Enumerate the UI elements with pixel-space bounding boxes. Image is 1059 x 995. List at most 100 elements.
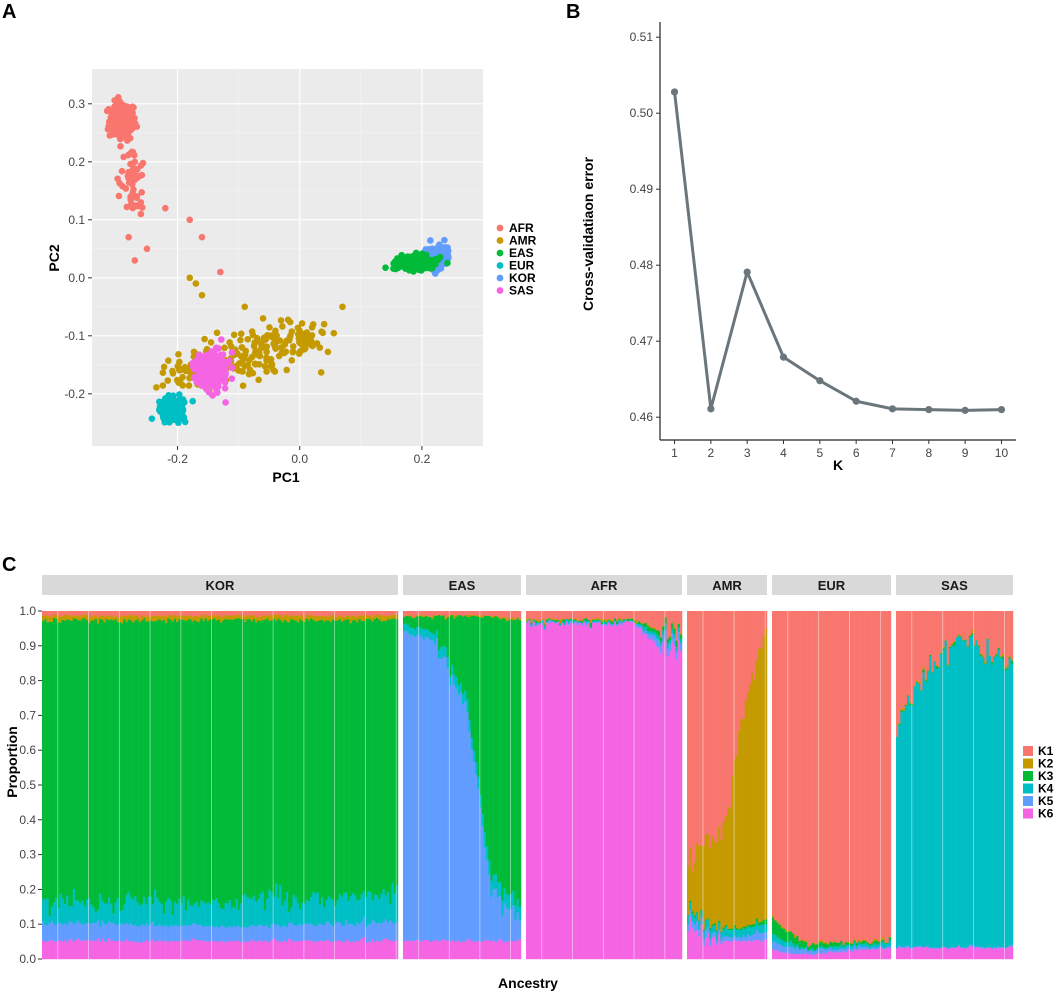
admixture-segment-k1: [787, 611, 790, 931]
pca-point-eur: [175, 391, 183, 398]
admixture-column-gap: [149, 611, 151, 959]
admixture-segment-k5: [171, 925, 175, 941]
admixture-segment-k6: [709, 945, 712, 960]
admixture-segment-k5: [774, 941, 777, 951]
admixture-segment-k5: [103, 923, 106, 942]
admixture-segment-k6: [829, 951, 832, 960]
admixture-segment-k3: [640, 623, 643, 625]
admixture-segment-k3: [787, 931, 790, 943]
admixture-segment-k6: [1006, 947, 1009, 960]
admixture-segment-k1: [997, 611, 1001, 648]
admixture-segment-k3: [431, 618, 434, 634]
admixture-segment-k5: [707, 927, 710, 933]
admixture-segment-k4: [715, 931, 719, 941]
facet-strip-afr: [525, 575, 683, 595]
pca-point-afr: [139, 159, 147, 167]
admixture-segment-k2: [844, 941, 848, 943]
admixture-segment-k6: [986, 947, 989, 960]
admixture-segment-k5: [461, 704, 465, 942]
admixture-segment-k6: [689, 916, 692, 960]
admixture-segment-k3: [561, 620, 564, 622]
admixture-segment-k1: [968, 611, 972, 635]
admixture-segment-k2: [944, 640, 948, 641]
admixture-segment-k6: [838, 951, 841, 960]
admixture-column-gap: [541, 611, 543, 959]
admixture-segment-k6: [798, 954, 801, 960]
admixture-segment-k4: [662, 630, 665, 636]
admixture-segment-k1: [134, 611, 137, 616]
admixture-segment-k4: [618, 619, 621, 622]
admixture-segment-k4: [244, 893, 247, 927]
admixture-segment-k2: [787, 930, 790, 932]
admixture-segment-k1: [483, 611, 487, 615]
admixture-segment-k6: [753, 939, 757, 960]
admixture-segment-k1: [1004, 611, 1007, 668]
admixture-segment-k3: [446, 617, 450, 658]
admixture-segment-k5: [279, 927, 282, 942]
admixture-segment-k4: [42, 898, 45, 922]
admixture-segment-k5: [334, 922, 337, 942]
admixture-segment-k1: [753, 611, 757, 681]
admixture-segment-k1: [154, 611, 157, 616]
admixture-segment-k5: [492, 888, 496, 941]
admixture-segment-k2: [827, 943, 830, 945]
admixture-segment-k6: [671, 641, 674, 960]
admixture-segment-k5: [780, 945, 784, 953]
admixture-segment-k5: [671, 632, 674, 642]
admixture-segment-k3: [279, 619, 282, 886]
admixture-segment-k5: [169, 925, 172, 941]
admixture-segment-k4: [924, 681, 928, 947]
admixture-segment-k3: [591, 619, 595, 622]
admixture-segment-k6: [722, 940, 726, 960]
admixture-segment-k1: [514, 611, 517, 620]
admixture-segment-k3: [583, 618, 586, 621]
admixture-segment-k4: [922, 672, 925, 948]
admixture-segment-k5: [860, 946, 863, 951]
admixture-column-gap: [510, 611, 511, 959]
admixture-segment-k1: [598, 611, 601, 619]
admixture-segment-k5: [145, 923, 148, 940]
admixture-segment-k5: [909, 947, 912, 949]
admixture-segment-k5: [77, 920, 80, 939]
admixture-segment-k2: [479, 615, 482, 618]
admixture-segment-k5: [727, 936, 730, 941]
admixture-segment-k5: [208, 926, 212, 942]
admixture-segment-k4: [594, 620, 597, 623]
admixture-segment-k6: [481, 941, 485, 960]
admixture-segment-k2: [112, 616, 115, 621]
admixture-segment-k1: [572, 611, 575, 619]
admixture-segment-k5: [729, 937, 732, 942]
pca-point-amr: [190, 348, 198, 356]
admixture-segment-k3: [77, 620, 80, 901]
facet-strip-sas: [895, 575, 1013, 595]
admixture-segment-k6: [501, 940, 504, 960]
admixture-segment-k4: [585, 620, 588, 623]
admixture-segment-k5: [851, 948, 854, 952]
admixture-segment-k2: [687, 866, 690, 916]
admixture-segment-k4: [794, 945, 797, 950]
admixture-segment-k5: [429, 639, 432, 943]
admixture-segment-k4: [371, 900, 375, 920]
admixture-segment-k3: [79, 620, 82, 904]
pca-point-amr: [294, 324, 302, 332]
admixture-segment-k1: [616, 611, 619, 621]
pca-point-sas: [214, 368, 222, 376]
admixture-segment-k1: [831, 611, 834, 942]
admixture-segment-k6: [771, 948, 775, 960]
admixture-segment-k5: [1006, 947, 1009, 948]
pca-point-eur: [177, 407, 185, 415]
pca-point-afr: [198, 233, 206, 241]
admixture-segment-k3: [635, 623, 639, 624]
admixture-segment-k3: [846, 942, 850, 945]
admixture-segment-k3: [505, 620, 509, 894]
admixture-segment-k6: [147, 941, 150, 960]
admixture-segment-k5: [585, 622, 588, 626]
pca-point-amr: [272, 345, 279, 352]
admixture-segment-k2: [132, 615, 135, 623]
admixture-segment-k3: [334, 620, 337, 906]
admixture-segment-k6: [534, 625, 538, 960]
admixture-segment-k1: [862, 611, 865, 941]
admixture-segment-k1: [336, 611, 339, 618]
admixture-segment-k1: [257, 611, 260, 617]
